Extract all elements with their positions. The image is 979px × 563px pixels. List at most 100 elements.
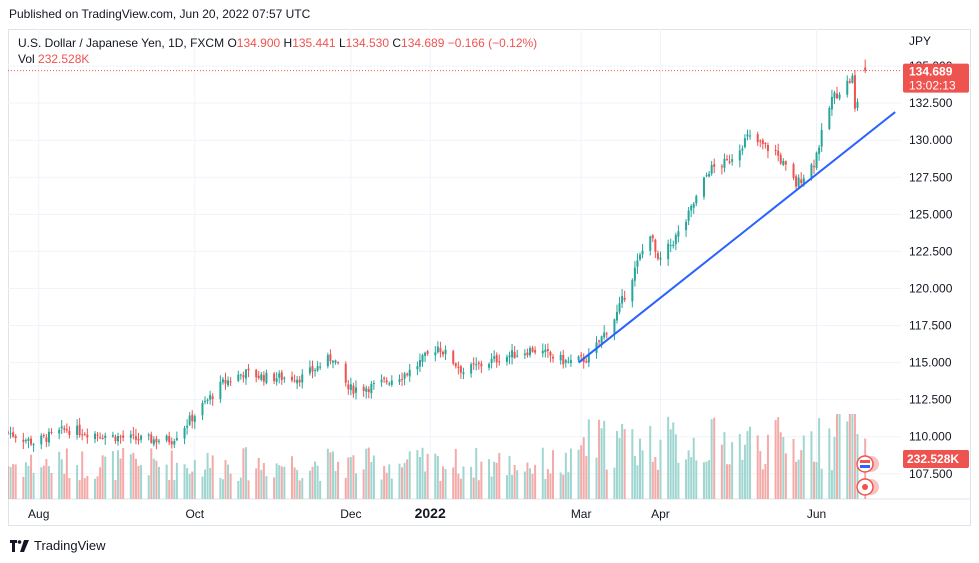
candle-body <box>493 356 496 359</box>
volume-bar <box>498 453 501 499</box>
candle-body <box>818 147 821 154</box>
candle-body <box>129 434 132 438</box>
candle-body <box>472 363 475 365</box>
volume-bar <box>726 464 729 499</box>
candle-body <box>531 347 534 352</box>
volume-bar <box>815 462 818 499</box>
candle-body <box>720 166 723 168</box>
volume-bar <box>633 456 636 499</box>
candle-body <box>795 176 798 187</box>
candle-body <box>40 435 43 445</box>
candle-body <box>674 235 677 245</box>
candle-body <box>690 205 693 211</box>
candle-body <box>403 373 406 379</box>
candle-body <box>408 369 411 377</box>
volume-bar <box>513 465 516 499</box>
candle-body <box>122 435 125 438</box>
time-tick-label: Jun <box>807 507 826 521</box>
volume-bar <box>600 428 603 499</box>
candle-body <box>173 441 176 445</box>
candle-body <box>227 380 230 386</box>
candle-body <box>746 134 749 137</box>
candle-body <box>459 366 462 373</box>
candle-body <box>513 352 516 358</box>
candle-body <box>677 231 680 237</box>
footer-brand[interactable]: TradingView <box>10 538 106 553</box>
volume-bar <box>669 429 672 499</box>
candle-body <box>365 388 368 392</box>
volume-bar <box>639 438 642 499</box>
candle-body <box>695 195 698 204</box>
candle-body <box>50 431 53 433</box>
volume-bar <box>705 461 708 499</box>
volume-bar <box>720 444 723 499</box>
volume-bar <box>564 452 567 499</box>
candle-body <box>462 372 465 375</box>
volume-bar <box>731 442 734 499</box>
candle-body <box>119 436 122 438</box>
time-tick-label: Aug <box>28 507 49 521</box>
volume-bar <box>475 448 478 499</box>
volume-bar <box>418 457 421 499</box>
volume-bar <box>595 457 598 499</box>
candle-body <box>352 385 355 394</box>
candle-body <box>452 351 455 364</box>
candle-body <box>186 425 189 428</box>
volume-bar <box>439 480 442 499</box>
volume-bar <box>848 414 851 499</box>
volume-bar <box>242 448 245 499</box>
price-chart[interactable]: 135.000132.500130.000127.500125.000122.5… <box>8 29 971 526</box>
candle-body <box>316 366 319 371</box>
volume-bar <box>741 459 744 499</box>
candle-body <box>209 395 212 400</box>
candle-body <box>851 75 854 83</box>
volume-bar <box>659 439 662 499</box>
candle-body <box>477 362 480 364</box>
candle-body <box>383 377 386 380</box>
volume-bar <box>99 467 102 499</box>
volume-bar <box>582 437 585 499</box>
volume-bar <box>454 448 457 499</box>
volume-bar <box>746 431 749 499</box>
volume-bar <box>65 448 68 499</box>
volume-bar <box>546 469 549 499</box>
volume-bar <box>828 428 831 499</box>
volume-bar <box>838 414 841 499</box>
candle-body <box>311 365 314 372</box>
candle-body <box>262 375 265 382</box>
candle-body <box>784 161 787 165</box>
chart-legend: U.S. Dollar / Japanese Yen, 1D, FXCM O13… <box>18 35 537 51</box>
candle-body <box>275 378 278 382</box>
candle-body <box>672 244 675 247</box>
candle-body <box>731 159 734 162</box>
volume-bar <box>273 477 276 499</box>
candle-body <box>756 134 759 143</box>
candle-body <box>296 379 299 384</box>
volume-bar <box>311 466 314 499</box>
candle-body <box>439 347 442 353</box>
candle-body <box>319 366 322 368</box>
volume-bar <box>8 465 9 499</box>
candle-body <box>229 381 232 383</box>
volume-bar <box>424 471 427 499</box>
volume-bar <box>462 466 465 499</box>
volume-bar <box>150 448 153 499</box>
candle-body <box>354 387 357 393</box>
volume-bar <box>792 438 795 499</box>
price-tick-label: 120.000 <box>909 281 953 295</box>
candle-body <box>639 254 642 260</box>
us-flag-icon <box>856 455 874 473</box>
price-tick-label: 125.000 <box>909 207 953 221</box>
volume-bar <box>147 475 150 499</box>
volume-bar <box>690 457 693 499</box>
candle-body <box>334 360 337 363</box>
volume-bar <box>175 462 178 499</box>
candle-body <box>759 140 762 142</box>
candle-body <box>265 372 268 384</box>
volume-bar <box>436 456 439 499</box>
volume-bar <box>749 426 752 499</box>
candle-body <box>516 355 519 357</box>
volume-bar <box>170 450 173 499</box>
candle-body <box>810 164 813 178</box>
candle-body <box>426 351 429 354</box>
